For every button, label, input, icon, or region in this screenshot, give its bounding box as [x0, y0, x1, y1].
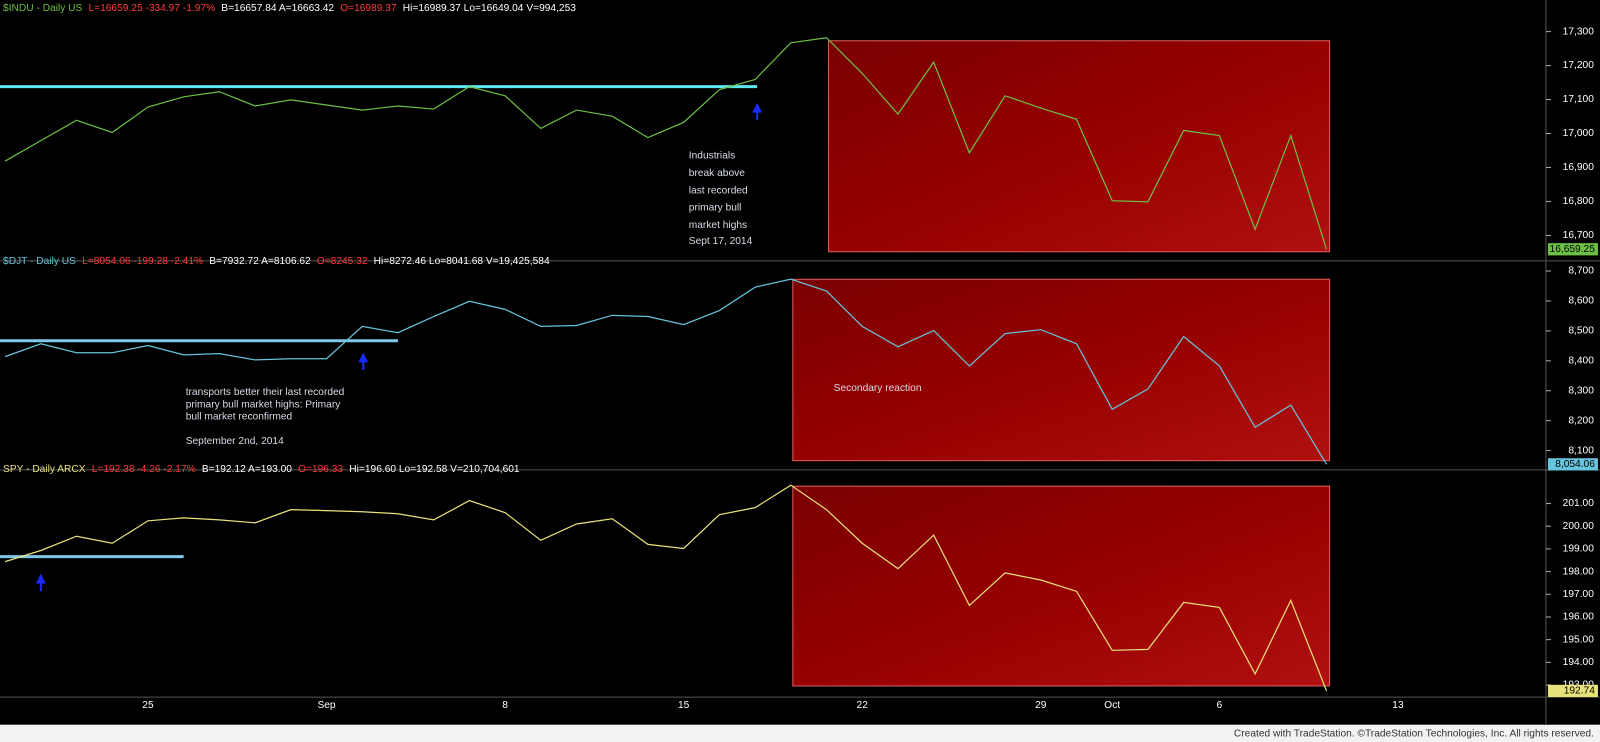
- x-tick-label: 15: [678, 700, 690, 711]
- y-tick-label: 194.00: [1563, 657, 1595, 668]
- y-tick-label: 16,800: [1563, 196, 1595, 207]
- annotation: September 2nd, 2014: [186, 436, 284, 447]
- x-tick-label: Sep: [317, 700, 335, 711]
- y-tick-label: 8,300: [1568, 385, 1594, 396]
- x-tick-label: 25: [142, 700, 154, 711]
- y-tick-label: 195.00: [1563, 634, 1595, 645]
- y-tick-label: 17,300: [1563, 26, 1595, 37]
- symbol-name: $DJT - Daily US: [3, 256, 76, 267]
- arrows: [35, 102, 763, 592]
- y-tick-label: 17,000: [1563, 128, 1595, 139]
- y-tick-label: 200.00: [1563, 521, 1595, 532]
- last-price-box: [1547, 243, 1598, 256]
- y-tick-label: 201.00: [1563, 498, 1595, 509]
- last-price-label: 8,054.06: [1555, 459, 1595, 470]
- quote-field: B=7932.72 A=8106.62: [209, 256, 311, 267]
- quote-field: L=8054.06 -199.28 -2.41%: [82, 256, 203, 267]
- price-line: [4, 278, 1328, 465]
- x-tick-label: 6: [1217, 700, 1223, 711]
- quote-field: B=16657.84 A=16663.42: [221, 3, 334, 14]
- quote-field: L=192.38 -4.26 -2.17%: [92, 464, 196, 475]
- y-tick-label: 8,400: [1568, 356, 1594, 367]
- panel-header: SPY - Daily ARCX L=192.38 -4.26 -2.17% B=1…: [3, 464, 520, 475]
- y-tick-label: 196.00: [1563, 612, 1595, 623]
- quote-field: Hi=16989.37 Lo=16649.04 V=994,253: [403, 3, 576, 14]
- y-tick-label: 16,700: [1563, 230, 1595, 241]
- x-tick-label: Oct: [1104, 700, 1120, 711]
- annotation: bull market reconfirmed: [186, 412, 293, 423]
- footer-text: Created with TradeStation. ©TradeStation…: [1234, 729, 1594, 740]
- annotation: Secondary reaction: [834, 383, 922, 394]
- price-line: [4, 484, 1328, 692]
- annotation: last recorded: [689, 185, 748, 196]
- y-tick-label: 198.00: [1563, 566, 1595, 577]
- y-tick-label: 199.00: [1563, 544, 1595, 555]
- y-tick-label: 197.00: [1563, 589, 1595, 600]
- y-tick-label: 17,100: [1563, 94, 1595, 105]
- panel-header: $DJT - Daily US L=8054.06 -199.28 -2.41% B…: [3, 256, 550, 267]
- footer-bar: [0, 724, 1600, 742]
- last-price-label: 192.74: [1564, 686, 1596, 697]
- annotation: transports better their last recorded: [186, 387, 345, 398]
- y-tick-label: 8,100: [1568, 445, 1594, 456]
- quote-field: B=192.12 A=193.00: [202, 464, 292, 475]
- y-tick-label: 8,200: [1568, 415, 1594, 426]
- x-tick-label: 29: [1035, 700, 1047, 711]
- x-tick-label: 13: [1392, 700, 1404, 711]
- arrow-head: [35, 573, 46, 584]
- y-tick-label: 8,500: [1568, 326, 1594, 337]
- annotation: primary bull: [689, 203, 742, 214]
- annotation: Industrials: [689, 151, 735, 162]
- arrow-head: [358, 352, 369, 363]
- y-tick-label: 8,600: [1568, 296, 1594, 307]
- x-tick-label: 22: [857, 700, 869, 711]
- symbol-name: SPY - Daily ARCX: [3, 464, 86, 475]
- annotation: market highs: [689, 220, 747, 231]
- highlight-box: [828, 40, 1331, 253]
- last-price-box: [1547, 684, 1598, 698]
- quote-field: O=8245.32: [317, 256, 368, 267]
- price-line: [4, 37, 1328, 250]
- x-tick-label: 8: [502, 700, 508, 711]
- y-tick-label: 17,200: [1563, 60, 1595, 71]
- annotation: break above: [689, 168, 745, 179]
- y-tick-label: 8,700: [1568, 266, 1594, 277]
- quote-field: O=16989.37: [340, 3, 397, 14]
- quote-field: Hi=196.60 Lo=192.58 V=210,704,601: [349, 464, 520, 475]
- annotation: Sept 17, 2014: [689, 236, 753, 247]
- symbol-name: $INDU - Daily US: [3, 3, 82, 14]
- last-price-label: 16,659.25: [1550, 244, 1596, 255]
- highlight-box: [792, 278, 1331, 462]
- quote-field: L=16659.25 -334.97 -1.97%: [88, 3, 215, 14]
- annotation: primary bull market highs: Primary: [186, 399, 342, 410]
- arrow-head: [752, 102, 763, 113]
- last-price-box: [1547, 458, 1598, 471]
- y-tick-label: 16,900: [1563, 162, 1595, 173]
- quote-field: Hi=8272.46 Lo=8041.68 V=19,425,584: [374, 256, 550, 267]
- panel-header: $INDU - Daily US L=16659.25 -334.97 -1.97…: [3, 3, 576, 14]
- quote-field: O=196.33: [298, 464, 343, 475]
